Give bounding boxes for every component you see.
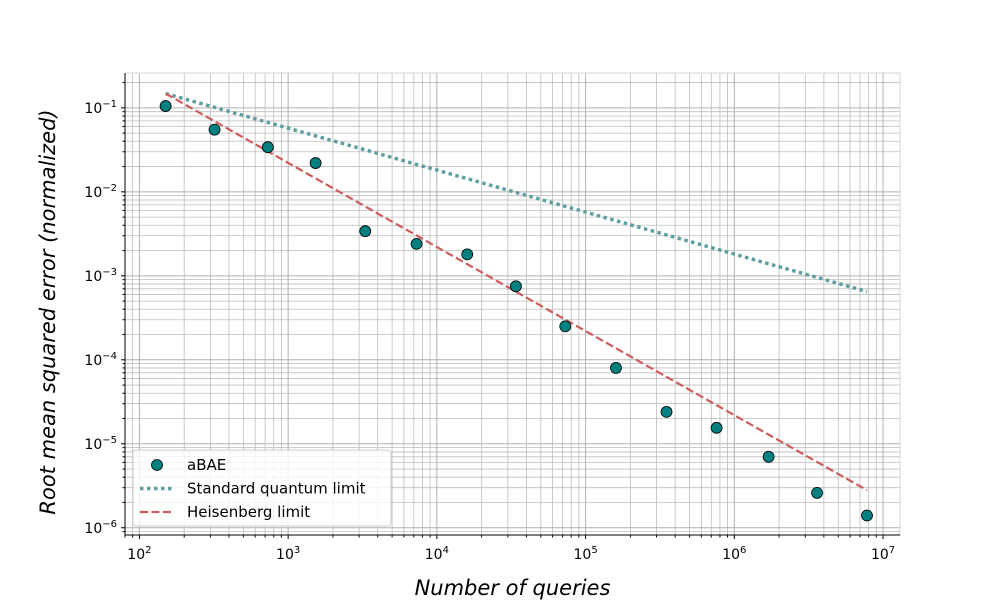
y-tick-label: 10−1 <box>84 99 117 117</box>
abae-point <box>359 225 372 238</box>
abae-point <box>710 421 723 434</box>
abae-point <box>861 509 873 522</box>
y-tick-label: 10−6 <box>84 519 117 537</box>
abae-point <box>410 237 423 250</box>
abae-point <box>762 450 775 463</box>
major-gridlines <box>125 73 900 535</box>
x-tick-label: 107 <box>871 545 895 563</box>
abae-point <box>510 280 522 293</box>
legend-label: Standard quantum limit <box>187 480 366 498</box>
y-tick-label: 10−2 <box>84 183 117 201</box>
legend-label: Heisenberg limit <box>187 503 310 521</box>
x-tick-label: 104 <box>425 545 449 563</box>
abae-point <box>159 100 172 112</box>
y-axis-title: Root mean squared error (normalized) <box>36 109 60 514</box>
minor-gridlines <box>124 73 900 535</box>
abae-point <box>309 157 322 169</box>
abae-point <box>811 487 823 499</box>
abae-point <box>660 405 673 418</box>
y-tick-label: 10−4 <box>84 351 117 369</box>
abae-point <box>461 248 474 261</box>
legend: aBAE Standard quantum limit Heisenberg lim… <box>132 449 392 527</box>
abae-point <box>261 141 274 154</box>
x-axis-title: Number of queries <box>415 576 611 600</box>
legend-marker-abae <box>151 459 163 471</box>
legend-label: aBAE <box>187 456 226 474</box>
x-tick-label: 102 <box>127 545 151 563</box>
abae-point <box>559 320 572 333</box>
legend-box <box>132 449 392 527</box>
x-tick-label: 106 <box>722 545 746 563</box>
y-tick-label: 10−3 <box>84 267 117 285</box>
abae-point <box>208 123 221 136</box>
x-axis-ticks: 102 103 104 105 106 107 <box>124 535 895 563</box>
abae-point <box>610 362 622 374</box>
x-tick-label: 105 <box>573 545 597 563</box>
y-tick-label: 10−5 <box>84 435 117 453</box>
x-tick-label: 103 <box>276 545 300 563</box>
standard-quantum-limit-line <box>165 91 868 294</box>
abae-points <box>159 100 873 522</box>
y-axis-ticks: 10−1 10−2 10−3 10−4 10−5 10−6 <box>84 82 125 537</box>
